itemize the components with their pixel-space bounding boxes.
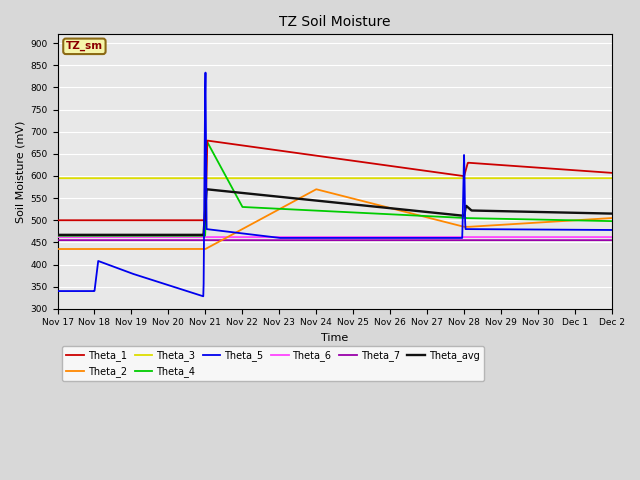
X-axis label: Time: Time xyxy=(321,333,348,343)
Legend: Theta_1, Theta_2, Theta_3, Theta_4, Theta_5, Theta_6, Theta_7, Theta_avg: Theta_1, Theta_2, Theta_3, Theta_4, Thet… xyxy=(62,346,483,381)
Y-axis label: Soil Moisture (mV): Soil Moisture (mV) xyxy=(15,120,25,223)
Title: TZ Soil Moisture: TZ Soil Moisture xyxy=(279,15,390,29)
Text: TZ_sm: TZ_sm xyxy=(66,41,103,51)
